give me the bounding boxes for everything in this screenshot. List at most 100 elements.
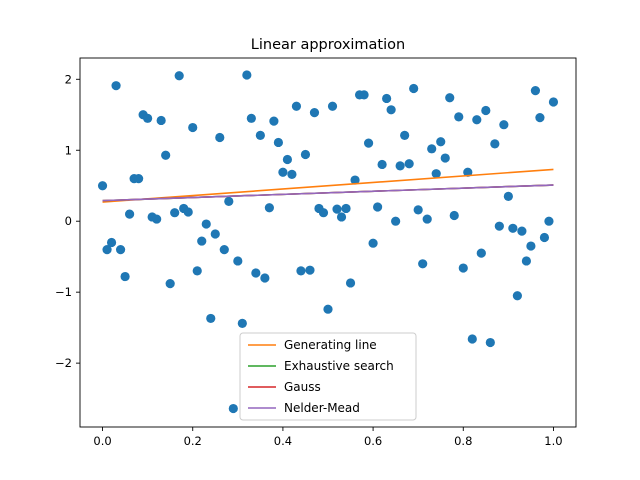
data-point: [102, 244, 112, 255]
y-tick-label: −2: [55, 356, 72, 370]
data-point: [206, 313, 216, 324]
x-tick-label: 0.8: [454, 434, 472, 448]
data-point: [296, 266, 306, 276]
data-point: [332, 204, 342, 214]
data-point: [161, 150, 171, 160]
data-point: [120, 271, 130, 282]
data-point: [305, 265, 315, 275]
data-point: [318, 208, 329, 218]
data-point: [530, 86, 541, 96]
data-point: [291, 101, 302, 111]
data-point: [134, 174, 144, 184]
data-point: [481, 105, 491, 116]
data-point: [382, 93, 392, 104]
data-point: [156, 115, 166, 126]
series-line-nelder-mead: [102, 184, 554, 202]
data-point: [246, 113, 256, 123]
data-point: [449, 210, 459, 221]
data-point: [485, 337, 495, 348]
data-point: [413, 205, 423, 215]
data-point: [174, 71, 184, 81]
x-tick-label: 0.4: [274, 434, 292, 448]
data-point: [476, 248, 486, 258]
data-point: [368, 238, 378, 248]
data-point: [264, 203, 274, 213]
data-point: [215, 132, 225, 143]
data-point: [363, 138, 374, 148]
data-point: [237, 318, 247, 328]
data-point: [548, 97, 559, 107]
data-point: [517, 226, 527, 236]
data-point: [418, 259, 428, 269]
data-point: [508, 223, 518, 233]
data-point: [143, 113, 153, 123]
data-point: [373, 202, 383, 212]
data-point: [278, 167, 288, 177]
x-tick-label: 0.0: [93, 434, 111, 448]
data-point: [125, 209, 135, 219]
data-point: [400, 130, 410, 140]
data-point: [197, 236, 207, 246]
data-point: [458, 263, 468, 273]
data-point: [183, 207, 193, 217]
legend-label: Generating line: [284, 338, 377, 352]
data-point: [490, 139, 500, 149]
data-point: [224, 196, 234, 206]
data-point: [106, 237, 117, 248]
x-tick-label: 0.6: [364, 434, 382, 448]
legend-label: Gauss: [284, 380, 321, 394]
x-tick-label: 1.0: [544, 434, 562, 448]
x-tick-label: 0.2: [184, 434, 202, 448]
legend-label: Exhaustive search: [284, 359, 394, 373]
data-point: [499, 120, 509, 130]
data-point: [341, 203, 351, 214]
data-point: [454, 112, 464, 122]
data-point: [440, 153, 450, 163]
data-point: [273, 137, 283, 148]
data-point: [242, 70, 252, 80]
data-point: [521, 256, 532, 266]
y-tick-label: −1: [55, 285, 72, 299]
data-point: [251, 268, 261, 278]
data-point: [467, 334, 477, 344]
data-point: [409, 83, 419, 94]
legend-label: Nelder-Mead: [284, 401, 360, 415]
data-point: [391, 216, 401, 226]
data-point: [165, 279, 175, 289]
data-point: [97, 181, 108, 191]
data-point: [395, 161, 405, 171]
data-point: [233, 256, 243, 266]
data-point: [323, 304, 333, 314]
data-point: [170, 208, 180, 218]
data-point: [422, 214, 432, 224]
data-point: [152, 214, 162, 224]
data-point: [377, 159, 387, 170]
data-point: [526, 241, 536, 251]
data-point: [345, 278, 356, 288]
data-point: [494, 221, 504, 231]
data-point: [219, 244, 229, 255]
data-point: [192, 266, 202, 276]
legend-box: [239, 332, 417, 421]
data-point: [544, 216, 554, 226]
data-point: [228, 403, 238, 414]
data-point: [404, 159, 414, 169]
scatter-series: [97, 70, 559, 414]
data-point: [269, 116, 279, 126]
data-point: [472, 115, 482, 125]
data-point: [260, 273, 270, 283]
y-tick-label: 2: [65, 72, 72, 86]
data-point: [350, 175, 360, 185]
data-point: [188, 122, 198, 133]
data-point: [336, 212, 347, 222]
data-point: [111, 81, 121, 91]
data-point: [255, 130, 265, 140]
data-point: [463, 167, 473, 177]
axes-frame: [79, 57, 577, 428]
data-point: [535, 113, 545, 123]
x-axis: 0.0 0.2 0.4 0.6 0.8 1.0: [93, 427, 563, 448]
y-tick-label: 1: [65, 143, 72, 157]
data-point: [445, 93, 455, 103]
data-point: [309, 108, 320, 118]
